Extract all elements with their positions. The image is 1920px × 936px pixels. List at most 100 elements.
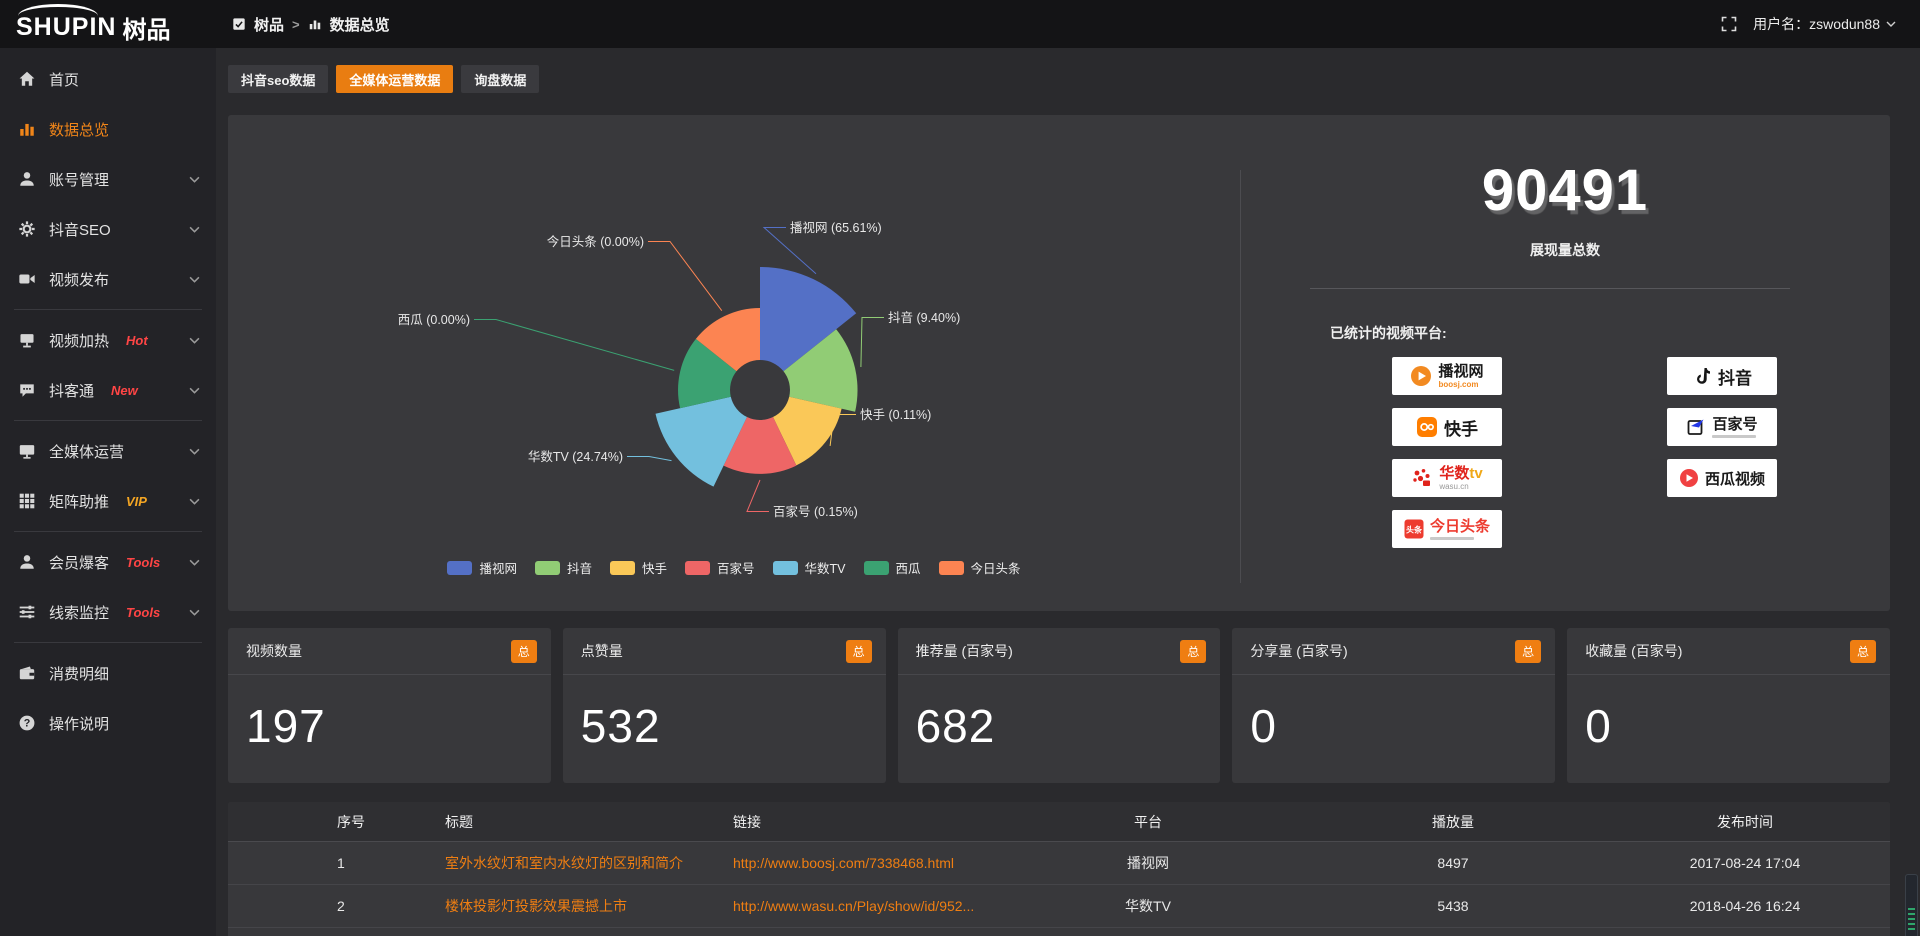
sidebar-item-label: 会员爆客	[49, 554, 110, 572]
cell-index: 1	[337, 855, 345, 871]
wasu-logo-icon	[1413, 469, 1431, 486]
chevron-down-icon	[189, 387, 200, 394]
video-title-link[interactable]: 室外水纹灯和室内水纹灯的区别和简介	[445, 855, 683, 871]
video-url-link[interactable]: http://www.boosj.com/7338468.html	[733, 855, 955, 871]
platform-badge-boosj: 播视网 boosj.com	[1392, 357, 1502, 395]
videos-table: 序号 标题 链接 平台 播放量 发布时间 1 室外水纹灯和室内水纹灯的区别和简介 http://…	[228, 802, 1890, 936]
legend-item-0[interactable]: 播视网	[447, 558, 517, 577]
chevron-down-icon	[189, 337, 200, 344]
sidebar-item-clue-monitor[interactable]: 线索监控 Tools	[0, 587, 216, 637]
legend-swatch-icon	[447, 560, 473, 575]
cell-plays: 8497	[1437, 855, 1469, 871]
grid-icon	[18, 492, 36, 510]
legend-label: 播视网	[479, 562, 517, 576]
overview-card: 播视网 (65.61%) 抖音 (9.40%) 快手 (0.11%) 百家号 (0.1…	[228, 115, 1890, 611]
video-title-link[interactable]: 楼体投影灯投影效果震撼上市	[445, 898, 627, 914]
douyin-logo-icon	[1697, 368, 1710, 384]
stat-card-label: 分享量 (百家号)	[1250, 643, 1348, 659]
col-header-platform: 平台	[1134, 813, 1162, 830]
pie-label-0: 播视网 (65.61%)	[790, 220, 882, 235]
video-icon	[18, 270, 36, 288]
pie-slice-2[interactable]	[773, 396, 842, 466]
tab-0[interactable]: 抖音seo数据	[228, 65, 329, 93]
svg-text:头条: 头条	[1406, 525, 1423, 535]
stat-card-header: 点赞量 总	[562, 628, 886, 675]
breadcrumb-separator: >	[292, 16, 300, 32]
legend-swatch-icon	[685, 560, 710, 575]
sidebar-item-label: 账号管理	[49, 171, 110, 189]
legend-item-3[interactable]: 百家号	[685, 558, 755, 577]
tab-1[interactable]: 全媒体运营数据	[336, 65, 454, 93]
logo-text-cn: 树品	[122, 16, 171, 44]
chevron-down-icon	[189, 276, 200, 283]
pie-slice-0[interactable]	[760, 267, 857, 372]
pie-slice-1[interactable]	[783, 329, 858, 412]
sidebar-item-member-baoke[interactable]: 会员爆客 Tools	[0, 537, 216, 587]
pie-label-line-3	[746, 479, 769, 512]
total-badge[interactable]: 总	[1180, 639, 1207, 663]
pie-label-line-6	[648, 241, 723, 311]
table-row-1: 2 楼体投影灯投影效果震撼上市 http://www.wasu.cn/Play/sh…	[228, 885, 1890, 928]
video-url-link[interactable]: http://www.wasu.cn/Play/show/id/952...	[733, 898, 975, 914]
tab-2[interactable]: 询盘数据	[461, 65, 540, 93]
sidebar-item-matrix-boost[interactable]: 矩阵助推 VIP	[0, 476, 216, 526]
stat-card-value: 0	[1585, 700, 1612, 752]
floating-service-widget[interactable]	[1905, 874, 1918, 936]
legend-item-6[interactable]: 今日头条	[938, 558, 1021, 577]
sidebar-item-douketong[interactable]: 抖客通 New	[0, 365, 216, 415]
total-badge[interactable]: 总	[510, 639, 537, 663]
pie-slice-3[interactable]	[723, 417, 797, 474]
fullscreen-icon[interactable]	[1721, 16, 1737, 32]
sidebar-item-media-operation[interactable]: 全媒体运营	[0, 426, 216, 476]
sidebar-item-consume-detail[interactable]: 消费明细	[0, 648, 216, 698]
sidebar-nav: 首页 数据总览账号管理抖音SEO 视频发布视频加热 Hot 抖客通 New 全媒体运营 矩阵助…	[0, 48, 216, 936]
cell-index: 2	[337, 898, 345, 914]
legend-swatch-icon	[938, 560, 964, 575]
pie-label-6: 今日头条 (0.00%)	[547, 234, 644, 249]
cell-publish-time: 2018-04-26 16:24	[1689, 898, 1801, 914]
sidebar-item-video-heat[interactable]: 视频加热 Hot	[0, 315, 216, 365]
sidebar-item-data-overview[interactable]: 数据总览	[0, 104, 216, 154]
sliders-icon	[18, 603, 36, 621]
platform-badge-baijiahao: 百家号	[1667, 408, 1777, 446]
legend-item-2[interactable]: 快手	[609, 558, 667, 577]
sidebar-item-video-publish[interactable]: 视频发布	[0, 254, 216, 304]
chart-legend: 播视网 抖音 快手 百家号 华数TV 西瓜 今日头条	[228, 558, 1240, 577]
col-header-plays: 播放量	[1432, 813, 1474, 830]
platform-badge-wasu: 华数tv wasu.cn	[1392, 459, 1502, 497]
breadcrumb-root[interactable]: 树品	[254, 16, 285, 34]
pie-slice-6[interactable]	[695, 308, 760, 372]
sidebar-item-account-manage[interactable]: 账号管理	[0, 154, 216, 204]
platform-badge-kuaishou: 快手	[1392, 408, 1502, 446]
stat-card-3: 分享量 (百家号) 总 0	[1232, 628, 1556, 783]
xigua-logo-icon	[1679, 469, 1698, 487]
gear-icon	[18, 220, 36, 238]
pie-slice-4[interactable]	[655, 396, 748, 487]
legend-item-5[interactable]: 西瓜	[863, 558, 921, 577]
sidebar-item-douyin-seo[interactable]: 抖音SEO	[0, 204, 216, 254]
stat-card-4: 收藏量 (百家号) 总 0	[1567, 628, 1890, 783]
sidebar-item-label: 操作说明	[49, 715, 110, 733]
toutiao-tagline	[1429, 536, 1474, 540]
total-badge[interactable]: 总	[845, 639, 872, 663]
pie-label-line-1	[860, 317, 884, 368]
table-row-0: 1 室外水纹灯和室内水纹灯的区别和简介 http://www.boosj.com/7…	[228, 842, 1890, 885]
username-label: 用户名：zswodun88	[1753, 16, 1880, 32]
stat-card-label: 收藏量 (百家号)	[1585, 643, 1683, 659]
brand-icon	[232, 17, 246, 31]
sidebar-item-home[interactable]: 首页	[0, 54, 216, 104]
user-menu[interactable]: 用户名：zswodun88	[1753, 14, 1896, 34]
legend-item-1[interactable]: 抖音	[534, 558, 592, 577]
legend-item-4[interactable]: 华数TV	[772, 558, 846, 577]
total-badge[interactable]: 总	[1849, 639, 1876, 663]
col-header-link: 链接	[733, 813, 761, 830]
total-badge[interactable]: 总	[1515, 639, 1542, 663]
nav-badge-tools: Tools	[126, 604, 161, 620]
bar-chart-icon	[308, 17, 322, 31]
sidebar-item-operation-guide[interactable]: ? 操作说明	[0, 698, 216, 748]
table-header-row: 序号 标题 链接 平台 播放量 发布时间	[228, 802, 1890, 842]
pie-label-line-5	[474, 319, 675, 371]
impressions-total: 90491	[1481, 158, 1649, 223]
baijiahao-logo-icon	[1688, 419, 1704, 435]
pie-slice-5[interactable]	[678, 338, 737, 409]
